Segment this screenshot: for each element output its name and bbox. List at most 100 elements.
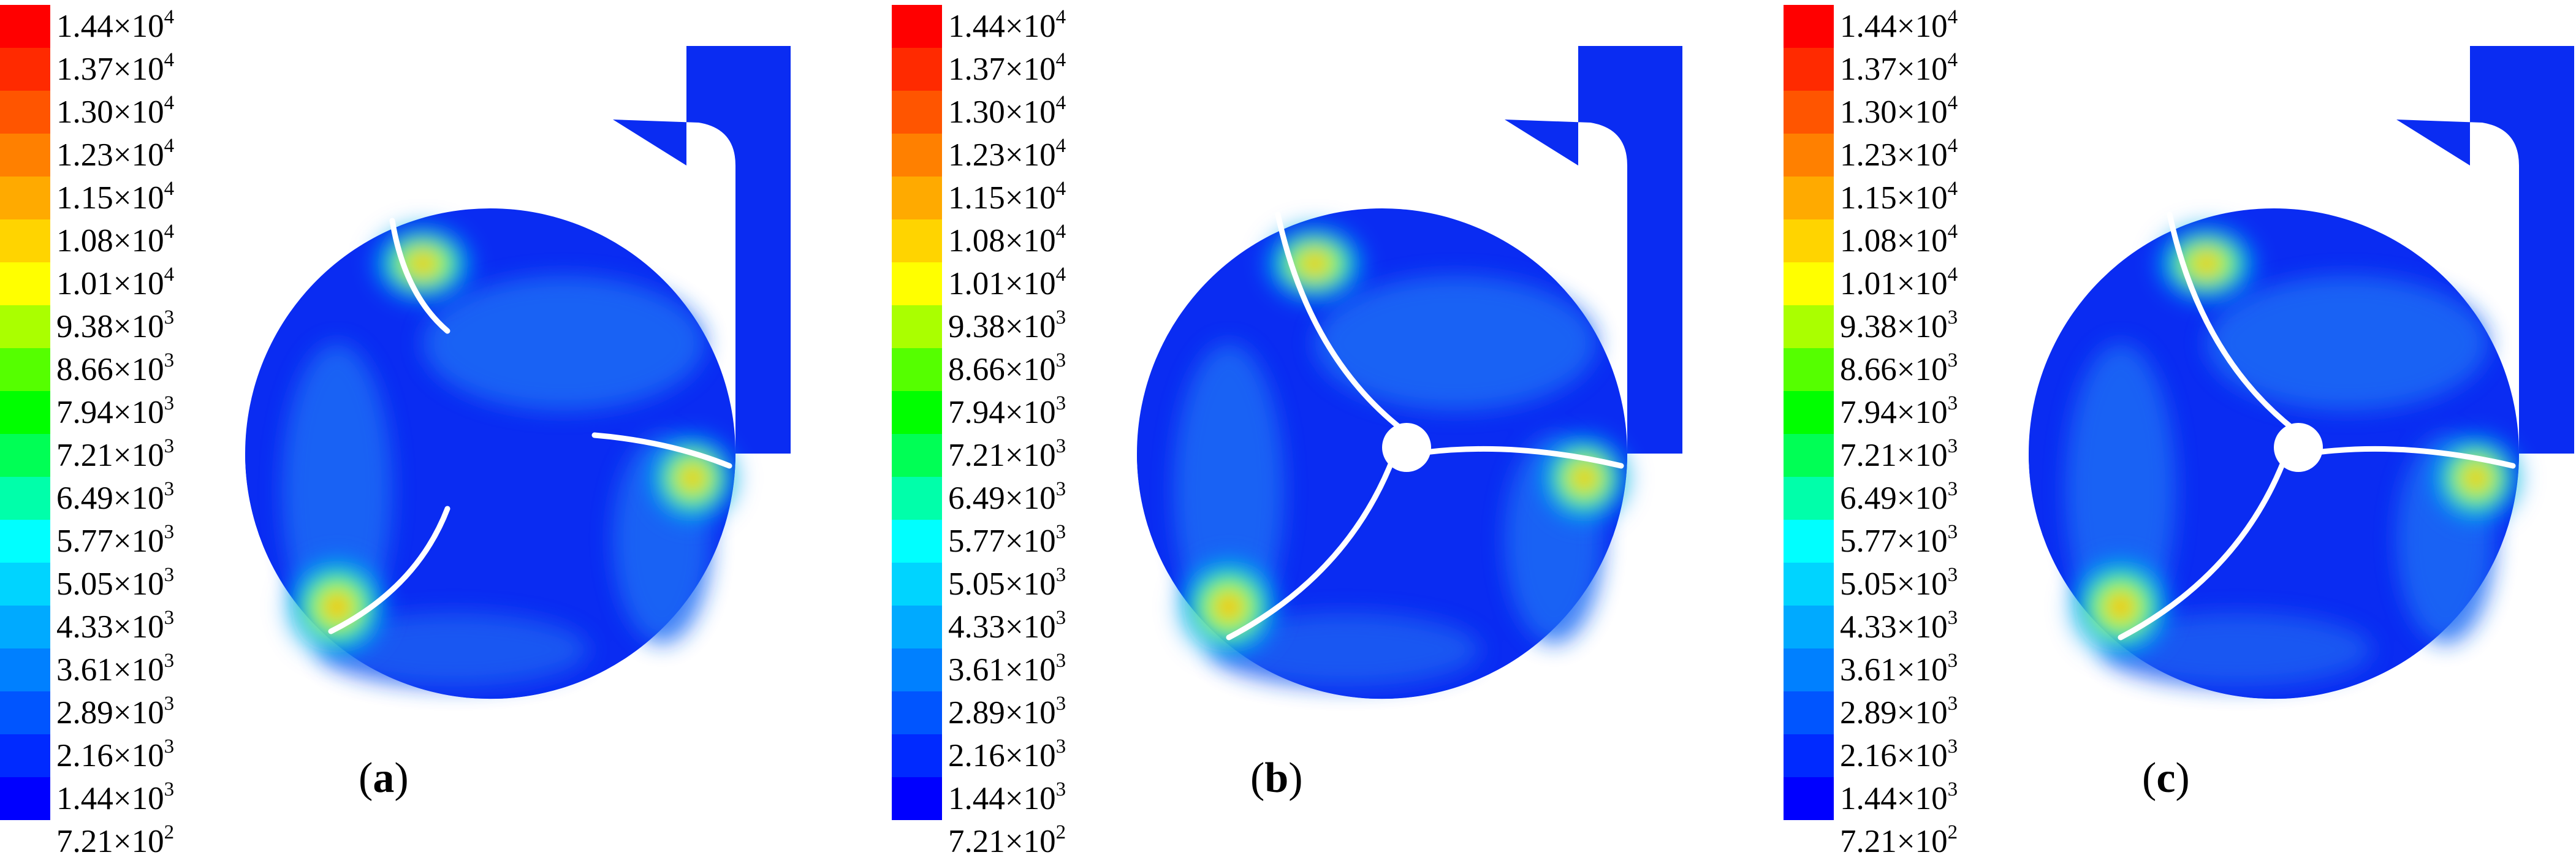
legend-label: 2.89×103 — [948, 694, 1066, 731]
legend-swatch — [1784, 648, 1834, 691]
legend-label: 1.08×104 — [1840, 222, 1958, 259]
legend-exponent: 3 — [164, 564, 175, 586]
legend-times: ×10 — [1896, 566, 1948, 602]
legend-mantissa: 1.08 — [1840, 223, 1897, 259]
legend-swatch — [1784, 606, 1834, 648]
legend-times: ×10 — [1005, 481, 1056, 516]
legend-exponent: 3 — [164, 607, 175, 629]
legend-exponent: 3 — [164, 306, 175, 329]
legend-row: 7.21×102 — [892, 820, 1210, 863]
legend-label: 6.49×103 — [948, 479, 1066, 517]
legend-exponent: 3 — [164, 778, 175, 800]
legend-label: 1.15×104 — [56, 179, 174, 216]
legend-mantissa: 7.94 — [948, 395, 1005, 430]
legend-swatch — [1784, 177, 1834, 219]
legend-label: 1.15×104 — [1840, 179, 1958, 216]
impeller-blades — [328, 218, 732, 634]
legend-swatch — [1784, 391, 1834, 434]
legend-mantissa: 1.01 — [948, 266, 1005, 302]
legend-swatch — [892, 691, 942, 734]
contour-plot — [1137, 46, 1682, 699]
legend-mantissa: 7.21 — [1840, 824, 1897, 859]
legend-exponent: 3 — [164, 693, 175, 715]
legend-times: ×10 — [1005, 566, 1056, 602]
legend-row: 1.23×104 — [892, 134, 1210, 177]
caption-close: ) — [1288, 755, 1303, 802]
legend-swatch — [892, 91, 942, 134]
legend-times: ×10 — [1896, 395, 1948, 430]
legend-swatch — [0, 691, 50, 734]
legend-row: 6.49×103 — [0, 477, 319, 520]
legend-times: ×10 — [1005, 781, 1056, 816]
legend-times: ×10 — [1896, 51, 1948, 87]
legend-swatch — [1784, 477, 1834, 520]
legend-exponent: 3 — [1055, 736, 1066, 758]
legend-mantissa: 2.16 — [56, 738, 113, 774]
legend-mantissa: 1.44 — [948, 781, 1005, 816]
legend-row: 1.08×104 — [1784, 219, 2102, 262]
band-upper — [423, 276, 705, 411]
legend-swatch — [892, 391, 942, 434]
legend-label: 1.23×104 — [948, 136, 1066, 173]
legend-times: ×10 — [113, 609, 164, 645]
legend-row: 7.94×103 — [1784, 391, 2102, 434]
legend-swatch — [0, 477, 50, 520]
legend-times: ×10 — [1896, 652, 1948, 688]
color-legend: 1.44×104 1.37×104 1.30×104 1.23×104 1.15×104… — [892, 5, 1210, 863]
caption-open: ( — [2142, 755, 2157, 802]
legend-times: ×10 — [1896, 266, 1948, 302]
legend-row: 4.33×103 — [0, 606, 319, 648]
legend-times: ×10 — [1005, 94, 1056, 130]
legend-swatch — [892, 48, 942, 91]
legend-mantissa: 1.23 — [1840, 137, 1897, 173]
legend-times: ×10 — [1896, 695, 1948, 731]
legend-label: 3.61×103 — [1840, 651, 1958, 688]
legend-exponent: 4 — [164, 49, 175, 71]
legend-exponent: 3 — [1947, 349, 1958, 371]
legend-label: 1.37×104 — [1840, 50, 1958, 88]
legend-row: 1.30×104 — [892, 91, 1210, 134]
legend-label: 1.30×104 — [948, 93, 1066, 131]
legend-mantissa: 7.21 — [56, 824, 113, 859]
hotspot-right — [1535, 429, 1633, 527]
legend-mantissa: 9.38 — [56, 309, 113, 344]
legend-exponent: 4 — [164, 6, 175, 28]
legend-label: 1.44×103 — [56, 778, 175, 817]
legend-label: 6.49×103 — [56, 479, 174, 517]
legend-exponent: 3 — [1947, 693, 1958, 715]
legend-mantissa: 1.37 — [56, 51, 113, 87]
legend-row: 5.05×103 — [0, 563, 319, 606]
legend-swatch — [1784, 48, 1834, 91]
legend-label: 5.05×103 — [1840, 565, 1958, 603]
legend-exponent: 3 — [164, 392, 175, 414]
blade-top — [2167, 211, 2297, 432]
hotspot-bottom — [2065, 552, 2176, 662]
legend-exponent: 3 — [1055, 306, 1066, 329]
legend-swatch — [892, 477, 942, 520]
legend-mantissa: 1.08 — [56, 223, 113, 259]
legend-times: ×10 — [113, 481, 164, 516]
legend-exponent: 3 — [164, 349, 175, 371]
hub — [2274, 423, 2323, 472]
legend-exponent: 3 — [1947, 306, 1958, 329]
legend-mantissa: 1.30 — [1840, 94, 1897, 130]
legend-row: 3.61×103 — [1784, 648, 2102, 691]
legend-mantissa: 1.37 — [948, 51, 1005, 87]
caption-letter: a — [373, 755, 395, 802]
legend-times: ×10 — [1005, 9, 1056, 44]
legend-row: 8.66×103 — [892, 348, 1210, 391]
legend-exponent: 4 — [1947, 92, 1958, 114]
legend-label: 3.61×103 — [56, 651, 174, 688]
legend-label: 1.01×104 — [56, 265, 174, 302]
legend-times: ×10 — [113, 566, 164, 602]
legend-times: ×10 — [1005, 51, 1056, 87]
legend-times: ×10 — [1005, 395, 1056, 430]
legend-swatch — [892, 648, 942, 691]
hotspot-top — [2151, 221, 2262, 306]
legend-mantissa: 7.21 — [56, 438, 113, 473]
impeller-blades — [2118, 211, 2516, 641]
legend-exponent: 3 — [1947, 778, 1958, 800]
legend-row: 6.49×103 — [1784, 477, 2102, 520]
legend-swatch — [892, 563, 942, 606]
blade-bottom — [2118, 460, 2286, 641]
